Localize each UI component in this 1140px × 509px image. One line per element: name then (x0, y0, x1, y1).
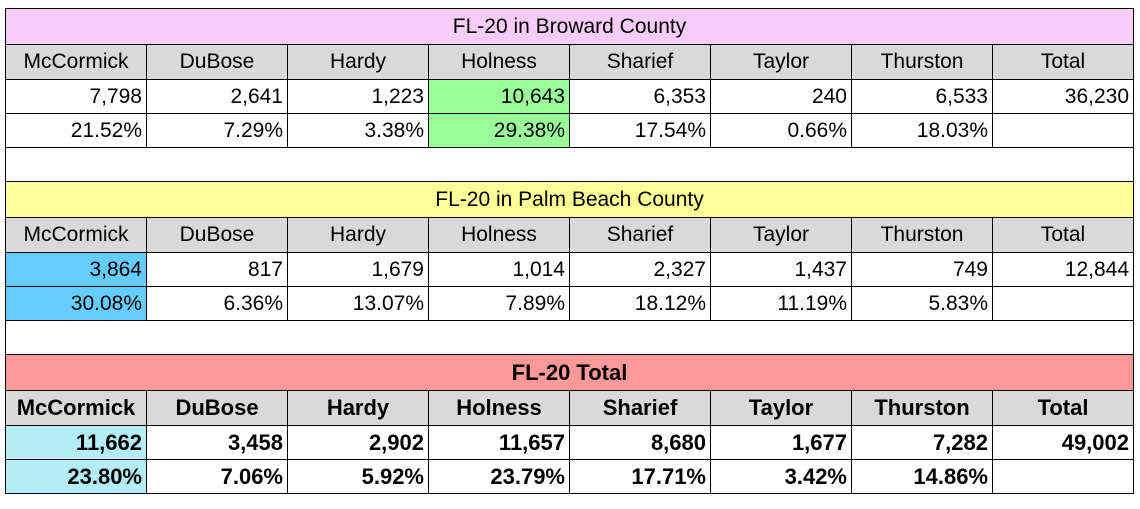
header-cell: DuBose (146, 44, 288, 80)
pct-cell: 21.52% (5, 113, 147, 148)
pct-cell: 7.06% (146, 459, 288, 494)
pct-cell: 17.54% (569, 113, 711, 148)
vote-cell: 1,677 (710, 425, 852, 460)
pct-cell: 0.66% (710, 113, 852, 148)
header-cell: Hardy (287, 217, 429, 253)
vote-cell: 1,437 (710, 252, 852, 287)
vote-cell: 1,223 (287, 79, 429, 114)
header-cell: Holness (428, 217, 570, 253)
header-cell: McCormick (5, 44, 147, 80)
pct-cell-winner: 29.38% (428, 113, 570, 148)
header-cell: Thurston (851, 44, 993, 80)
broward-title: FL-20 in Broward County (5, 8, 1134, 45)
spacer-cell (5, 147, 1134, 182)
pct-cell-winner: 23.80% (5, 459, 147, 494)
broward-votes-row: 7,798 2,641 1,223 10,643 6,353 240 6,533… (5, 79, 1134, 114)
vote-cell-winner: 10,643 (428, 79, 570, 114)
header-cell: McCormick (5, 217, 147, 253)
spacer-row (5, 147, 1134, 182)
total-pct-row: 23.80% 7.06% 5.92% 23.79% 17.71% 3.42% 1… (5, 459, 1134, 494)
vote-cell: 1,014 (428, 252, 570, 287)
header-cell: Sharief (569, 390, 711, 426)
vote-cell: 11,657 (428, 425, 570, 460)
vote-cell: 6,533 (851, 79, 993, 114)
header-cell: Total (992, 217, 1134, 253)
header-cell: DuBose (146, 390, 288, 426)
vote-cell-winner: 3,864 (5, 252, 147, 287)
vote-cell: 3,458 (146, 425, 288, 460)
header-cell: Sharief (569, 44, 711, 80)
vote-total-cell: 12,844 (992, 252, 1134, 287)
header-cell: Total (992, 390, 1134, 426)
palm-beach-pct-row: 30.08% 6.36% 13.07% 7.89% 18.12% 11.19% … (5, 286, 1134, 321)
vote-cell: 7,282 (851, 425, 993, 460)
pct-cell: 14.86% (851, 459, 993, 494)
header-cell: Hardy (287, 44, 429, 80)
header-cell: Holness (428, 44, 570, 80)
vote-cell: 2,641 (146, 79, 288, 114)
palm-beach-votes-row: 3,864 817 1,679 1,014 2,327 1,437 749 12… (5, 252, 1134, 287)
pct-cell: 18.12% (569, 286, 711, 321)
total-header-row: McCormick DuBose Hardy Holness Sharief T… (5, 390, 1134, 426)
header-cell: Taylor (710, 390, 852, 426)
pct-cell: 6.36% (146, 286, 288, 321)
palm-beach-title-row: FL-20 in Palm Beach County (5, 181, 1134, 218)
header-cell: DuBose (146, 217, 288, 253)
results-table: FL-20 in Broward County McCormick DuBose… (5, 8, 1134, 494)
pct-cell: 3.38% (287, 113, 429, 148)
pct-cell (992, 459, 1134, 494)
vote-cell: 817 (146, 252, 288, 287)
pct-cell-winner: 30.08% (5, 286, 147, 321)
header-cell: McCormick (5, 390, 147, 426)
pct-cell (992, 113, 1134, 148)
header-cell: Hardy (287, 390, 429, 426)
vote-cell: 240 (710, 79, 852, 114)
header-cell: Thurston (851, 217, 993, 253)
pct-cell: 18.03% (851, 113, 993, 148)
pct-cell: 7.89% (428, 286, 570, 321)
vote-cell-winner: 11,662 (5, 425, 147, 460)
palm-beach-header-row: McCormick DuBose Hardy Holness Sharief T… (5, 217, 1134, 253)
vote-cell: 2,902 (287, 425, 429, 460)
vote-cell: 7,798 (5, 79, 147, 114)
vote-cell: 8,680 (569, 425, 711, 460)
header-cell: Holness (428, 390, 570, 426)
vote-cell: 6,353 (569, 79, 711, 114)
broward-pct-row: 21.52% 7.29% 3.38% 29.38% 17.54% 0.66% 1… (5, 113, 1134, 148)
vote-total-cell: 49,002 (992, 425, 1134, 460)
vote-cell: 749 (851, 252, 993, 287)
total-votes-row: 11,662 3,458 2,902 11,657 8,680 1,677 7,… (5, 425, 1134, 460)
spacer-cell (5, 320, 1134, 355)
pct-cell: 13.07% (287, 286, 429, 321)
vote-cell: 2,327 (569, 252, 711, 287)
header-cell: Sharief (569, 217, 711, 253)
header-cell: Total (992, 44, 1134, 80)
pct-cell: 5.92% (287, 459, 429, 494)
total-title-row: FL-20 Total (5, 354, 1134, 391)
spacer-row (5, 320, 1134, 355)
header-cell: Taylor (710, 44, 852, 80)
total-title: FL-20 Total (5, 354, 1134, 391)
header-cell: Taylor (710, 217, 852, 253)
header-cell: Thurston (851, 390, 993, 426)
vote-cell: 1,679 (287, 252, 429, 287)
pct-cell: 3.42% (710, 459, 852, 494)
pct-cell: 7.29% (146, 113, 288, 148)
vote-total-cell: 36,230 (992, 79, 1134, 114)
pct-cell: 5.83% (851, 286, 993, 321)
pct-cell: 23.79% (428, 459, 570, 494)
pct-cell: 11.19% (710, 286, 852, 321)
palm-beach-title: FL-20 in Palm Beach County (5, 181, 1134, 218)
pct-cell (992, 286, 1134, 321)
pct-cell: 17.71% (569, 459, 711, 494)
broward-title-row: FL-20 in Broward County (5, 8, 1134, 45)
broward-header-row: McCormick DuBose Hardy Holness Sharief T… (5, 44, 1134, 80)
